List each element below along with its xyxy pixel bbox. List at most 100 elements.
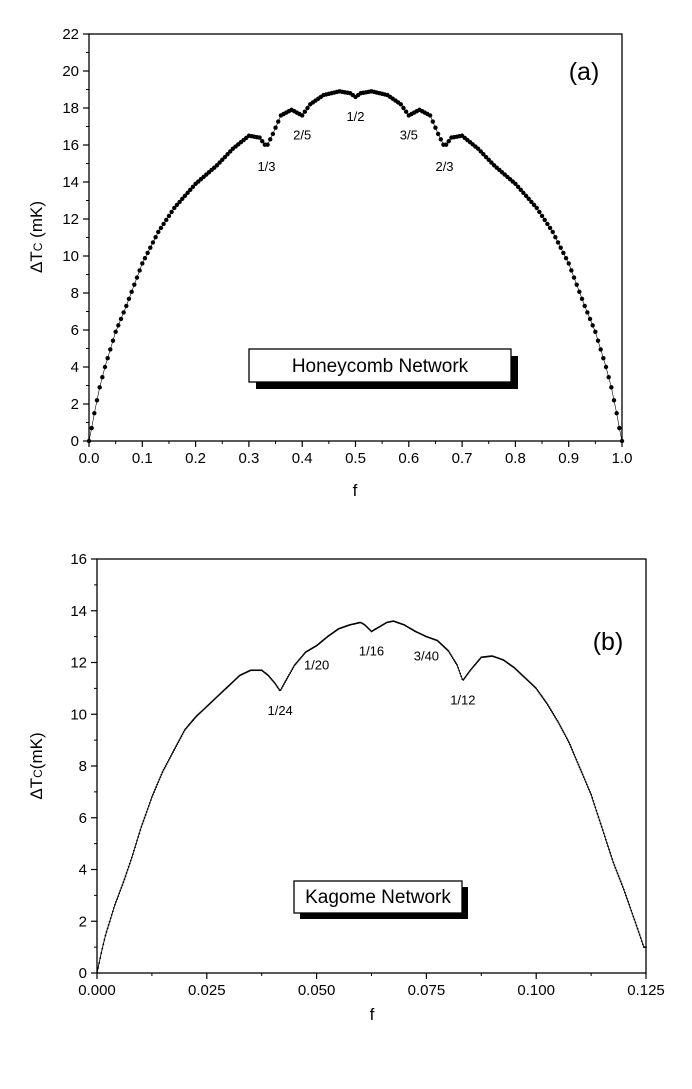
data-point <box>547 225 553 231</box>
data-point <box>140 826 143 828</box>
x-tick-label: 0.7 <box>452 450 473 467</box>
data-point <box>159 776 162 779</box>
data-point <box>454 660 456 663</box>
data-point <box>430 119 435 124</box>
panel-b-label: (b) <box>593 628 624 656</box>
data-point <box>166 213 172 219</box>
x-tick-label: 0.8 <box>505 450 526 467</box>
data-point <box>111 910 114 913</box>
data-point <box>119 889 122 892</box>
data-point <box>479 657 482 660</box>
data-point <box>147 805 150 807</box>
data-point <box>531 202 537 208</box>
panel-b-data-series <box>96 620 647 974</box>
data-point <box>538 691 541 694</box>
panel-b-x-ticks: 0.000 0.025 0.050 0.075 0.100 0.125 <box>78 973 665 999</box>
data-point <box>284 681 286 684</box>
data-point <box>260 138 265 144</box>
panel-b-legend-text: Kagome Network <box>305 887 451 908</box>
data-point <box>138 832 141 835</box>
data-point <box>97 385 102 390</box>
y-tick-label: 4 <box>71 359 79 376</box>
x-tick-label: 0.0 <box>79 450 100 467</box>
y-tick-label: 2 <box>71 396 79 413</box>
data-point <box>558 723 561 726</box>
data-point <box>636 927 639 930</box>
y-tick-label: 14 <box>70 603 87 620</box>
data-point <box>539 213 545 219</box>
x-tick-label: 0.2 <box>185 450 206 467</box>
data-point <box>523 193 529 199</box>
data-point <box>291 668 294 671</box>
data-point <box>579 768 582 771</box>
data-point <box>286 677 288 680</box>
panel-b-legend-frame <box>293 880 463 914</box>
data-point <box>478 658 481 661</box>
data-point <box>551 711 553 713</box>
y-tick-label: 16 <box>70 551 87 568</box>
data-point <box>518 187 523 193</box>
data-point <box>214 163 220 168</box>
data-point <box>543 699 546 702</box>
data-point <box>458 669 461 672</box>
data-point <box>613 864 616 866</box>
data-point <box>98 962 101 964</box>
data-point <box>225 152 230 157</box>
data-point <box>555 240 561 245</box>
data-point <box>576 761 579 764</box>
data-point <box>635 924 638 927</box>
data-point <box>601 829 604 831</box>
data-point <box>607 845 609 848</box>
data-point <box>192 719 194 721</box>
data-point <box>450 655 453 658</box>
data-point <box>172 751 174 753</box>
data-point <box>564 735 567 738</box>
data-point <box>618 877 621 880</box>
data-point <box>168 757 171 759</box>
data-point <box>615 869 618 872</box>
data-point <box>542 697 545 700</box>
data-point <box>273 681 276 684</box>
data-point <box>153 791 155 793</box>
y-tick-label: 12 <box>70 655 87 672</box>
data-point <box>596 812 599 815</box>
data-point <box>581 773 584 776</box>
panel-b-y-title-main: ΔT <box>27 778 46 800</box>
data-point <box>137 268 142 273</box>
data-point <box>270 131 276 137</box>
x-tick-label: 0.5 <box>345 450 366 467</box>
data-point <box>279 689 282 691</box>
data-point <box>604 838 607 841</box>
data-point <box>272 680 275 683</box>
data-point <box>585 310 590 315</box>
data-point <box>281 685 284 688</box>
data-point <box>177 741 180 744</box>
data-point <box>133 849 135 852</box>
y-tick-label: 10 <box>62 248 79 265</box>
data-point <box>599 822 602 825</box>
data-point <box>298 658 301 661</box>
data-point <box>164 765 167 767</box>
data-point <box>296 660 299 663</box>
cusp-label: 1/2 <box>346 109 364 124</box>
data-series-line <box>96 620 646 974</box>
data-point <box>305 105 310 111</box>
data-point <box>181 733 184 736</box>
data-point <box>276 119 281 124</box>
data-point <box>468 670 471 673</box>
data-point <box>132 282 137 287</box>
data-point <box>557 721 560 724</box>
panel-a-legend-box: Honeycomb Network <box>248 348 518 389</box>
data-point <box>158 225 164 231</box>
y-tick-label: 2 <box>79 913 87 930</box>
data-point <box>569 743 571 746</box>
data-point <box>194 716 197 719</box>
data-point <box>220 157 225 162</box>
data-point <box>108 920 111 923</box>
panel-b-kagome: 0.000 0.025 0.050 0.075 0.100 0.125 0 2 4 6 8 10 12… <box>27 551 665 1024</box>
data-point <box>184 727 187 730</box>
data-point <box>598 819 601 822</box>
cusp-label: 1/3 <box>257 159 275 174</box>
x-tick-label: 0.4 <box>292 450 313 467</box>
